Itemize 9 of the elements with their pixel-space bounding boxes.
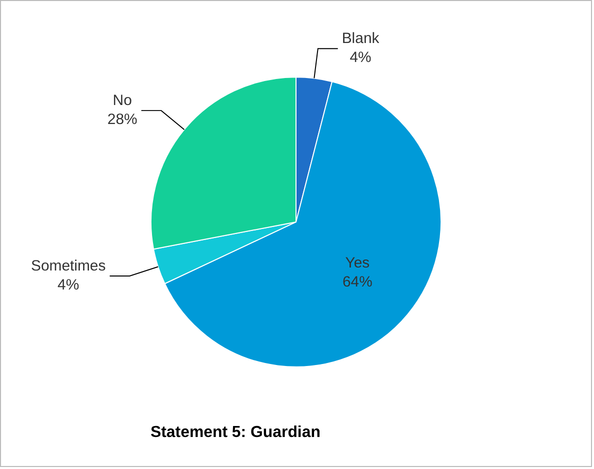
slice-label: Yes — [345, 254, 370, 272]
data-label: 64% — [342, 273, 372, 290]
slice-label: Blank — [342, 30, 380, 48]
text: Statement 5: Guardian — [150, 424, 320, 441]
data-label: 4% — [350, 49, 372, 66]
data-label: 28% — [107, 111, 138, 128]
slice-label: No — [112, 92, 132, 110]
slice-label: Sometimes — [30, 258, 106, 275]
data-label: 4% — [58, 276, 80, 294]
